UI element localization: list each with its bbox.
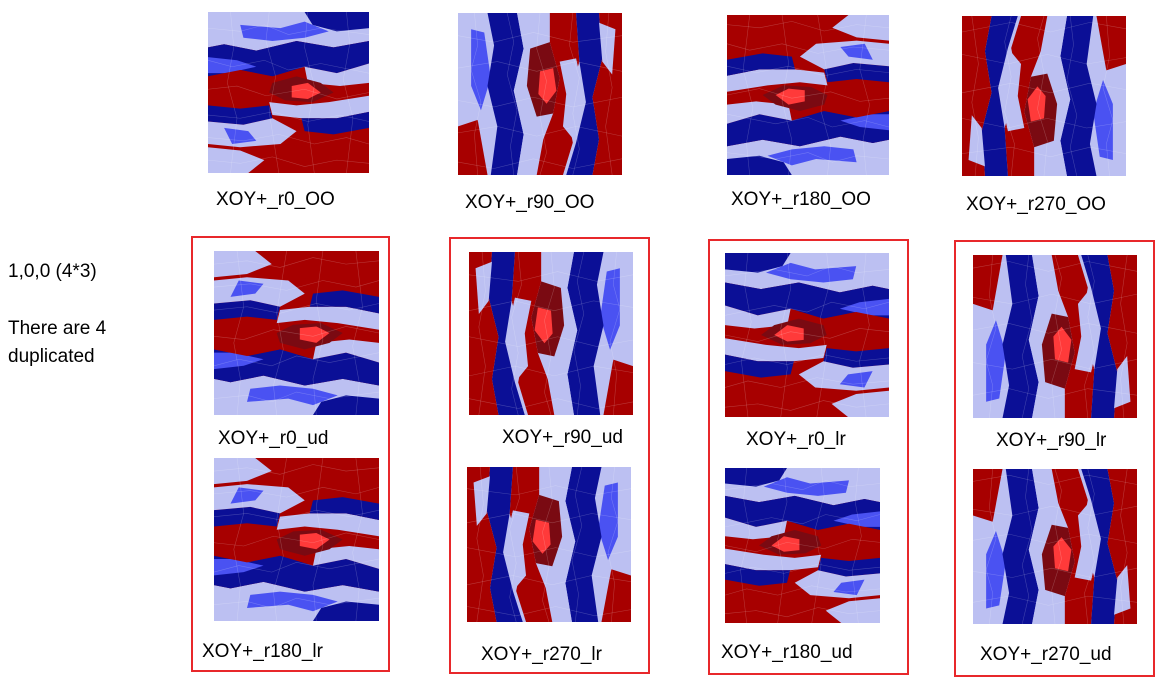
caption-r180-ud: XOY+_r180_ud (721, 642, 853, 663)
caption-r90-OO: XOY+_r90_OO (465, 192, 595, 213)
caption-r0-ud: XOY+_r0_ud (218, 428, 329, 449)
grain-map-r0-lr (725, 253, 889, 417)
caption-r180-lr: XOY+_r180_lr (202, 641, 323, 662)
grain-map-r180-OO (727, 15, 889, 175)
grain-map-r270-ud (973, 469, 1137, 624)
grain-map-r180-lr (214, 458, 379, 621)
caption-r0-lr: XOY+_r0_lr (746, 429, 846, 450)
caption-r0-OO: XOY+_r0_OO (216, 189, 335, 210)
duplicate-group-4 (954, 240, 1155, 677)
grain-map-r270-lr (467, 467, 631, 622)
duplicate-group-3 (708, 239, 909, 675)
caption-r270-ud: XOY+_r270_ud (980, 644, 1112, 665)
grain-map-r0-OO (208, 12, 369, 173)
grain-map-r90-OO (458, 13, 622, 175)
grain-map-r180-ud (725, 468, 880, 623)
note-line-3: duplicated (8, 346, 95, 367)
grain-map-r0-ud (214, 251, 379, 415)
duplicate-group-2 (449, 237, 650, 674)
note-line-2: There are 4 (8, 318, 107, 339)
grain-map-r90-ud (469, 252, 633, 415)
caption-r270-lr: XOY+_r270_lr (481, 644, 602, 665)
caption-r180-OO: XOY+_r180_OO (731, 189, 871, 210)
caption-r270-OO: XOY+_r270_OO (966, 194, 1106, 215)
grain-map-r270-OO (962, 16, 1126, 176)
grain-map-r90-lr (973, 255, 1137, 418)
caption-r90-ud: XOY+_r90_ud (502, 427, 623, 448)
duplicate-group-1 (191, 236, 390, 672)
note-line-1: 1,0,0 (4*3) (8, 261, 97, 282)
caption-r90-lr: XOY+_r90_lr (996, 430, 1107, 451)
